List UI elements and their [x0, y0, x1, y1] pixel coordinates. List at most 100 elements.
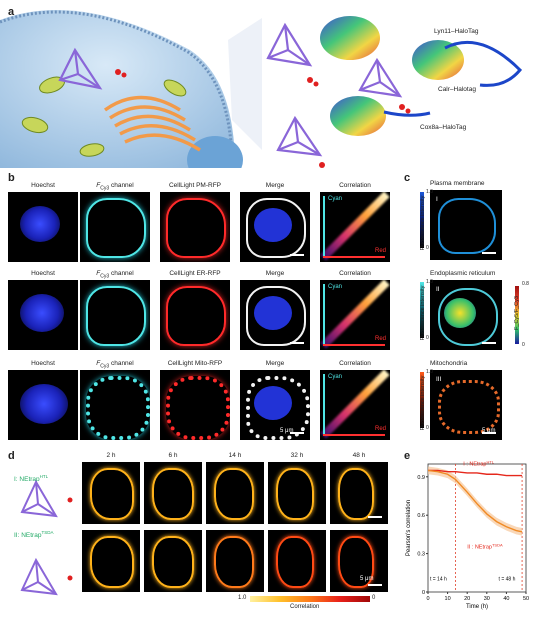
- d-time-image: [144, 462, 202, 524]
- caption-hoechst: Hoechst: [31, 182, 55, 189]
- dye-dot: [67, 497, 73, 503]
- hoechst-image: [8, 280, 78, 350]
- red-arrow: [323, 256, 385, 258]
- caption-celllight: CellLight ER-RFP: [169, 270, 221, 277]
- d-time-image: [330, 530, 388, 592]
- merge-image: [240, 192, 310, 262]
- d-cell-outline: [90, 536, 134, 588]
- c-colorbar-max: 1.0: [426, 369, 433, 375]
- annotation-t14: t = 14 h: [430, 576, 447, 582]
- d-label1: I: NEtrap: [14, 476, 40, 484]
- d-cell-outline: [214, 468, 254, 520]
- hoechst-image: [8, 192, 78, 262]
- caption-fcy3-channel: FCy3 channel: [80, 270, 150, 279]
- caption-celllight: CellLight Mito-RFP: [167, 360, 223, 367]
- red-membrane: [166, 198, 226, 258]
- scale-bar: [368, 516, 382, 518]
- x-tick-label: 40: [503, 596, 509, 602]
- correlation-image: Cyan Red: [320, 192, 390, 262]
- series-ii-label: II : NEtrapTSDA: [467, 542, 503, 550]
- tetrahedron-icon: [20, 479, 58, 518]
- merge-image: [240, 280, 310, 350]
- d-time-image: [144, 530, 202, 592]
- red-membrane: [166, 376, 230, 440]
- d-time-label: 48 h: [352, 452, 366, 459]
- c-ylabel: Fluorescence intensity: [420, 285, 426, 341]
- cell-schematic-illustration: [0, 10, 523, 168]
- celllight-image: [160, 280, 230, 350]
- merge-image: [240, 370, 310, 440]
- d-time-image: [82, 462, 140, 524]
- mito-outline: [438, 380, 500, 434]
- correlation-image: Cyan Red: [320, 370, 390, 440]
- c-ylabel: Fluorescence intensity: [420, 375, 426, 431]
- x-tick-label: 20: [464, 596, 470, 602]
- d-time-label: 2 h: [106, 452, 116, 459]
- c-title: Mitochondria: [430, 360, 468, 367]
- y-axis-label: Pearson's correlation: [406, 500, 412, 556]
- fcy3-f: F: [96, 360, 101, 367]
- c-colorbar-min: 0: [426, 425, 429, 431]
- scale-bar: [290, 254, 304, 256]
- x-tick-label: 50: [523, 596, 529, 602]
- series-i-sup: HTL: [487, 459, 495, 464]
- panel-label-b: b: [8, 172, 15, 184]
- d-corr-colorbar: [250, 596, 370, 602]
- c-title: Plasma membrane: [430, 180, 485, 187]
- caption-correlation: Correlation: [339, 360, 371, 367]
- scale-label-b: 5 μm: [280, 428, 294, 434]
- nucleus-blob: [20, 206, 60, 242]
- panel-label-c: c: [404, 172, 411, 184]
- fcy3-channel-image: [80, 370, 150, 440]
- caption-merge: Merge: [265, 270, 285, 277]
- scale-bar: [482, 432, 496, 434]
- fcy3-channel-image: [80, 192, 150, 262]
- caption-fcy3-channel: FCy3 channel: [80, 182, 150, 191]
- d-label2: II: NEtrap: [14, 532, 42, 540]
- cyan-arrow: [323, 374, 325, 436]
- caption-hoechst: Hoechst: [31, 360, 55, 367]
- ratio-label: F_Cy5/F_Cy3: [513, 296, 520, 330]
- d-corr-right: 0: [372, 595, 376, 601]
- c-colorbar-min: 0: [426, 335, 429, 341]
- panel-label-a: a: [8, 6, 15, 18]
- d-time-image: [268, 530, 326, 592]
- x-axis-label: Time (h): [466, 604, 488, 610]
- d-cell-outline: [214, 536, 254, 588]
- caption-celllight: CellLight PM-RFP: [168, 182, 221, 189]
- fcy3-suffix: channel: [109, 182, 134, 189]
- d-cell-outline: [276, 468, 314, 520]
- c-roman-label: II: [436, 286, 440, 293]
- d-cell-outline: [152, 468, 194, 520]
- cyan-membrane: [86, 376, 150, 440]
- series-line-1: [428, 469, 523, 477]
- y-tick-label: 0.9: [417, 475, 425, 481]
- ratio-min: 0: [522, 342, 525, 348]
- c-title: Endoplasmic reticulum: [430, 270, 496, 277]
- correlation-image: Cyan Red: [320, 280, 390, 350]
- x-tick-label: 0: [426, 596, 429, 602]
- red-axis-label: Red: [374, 426, 386, 432]
- cyan-membrane: [86, 286, 146, 346]
- c-colorbar-max: 1.0: [426, 189, 433, 195]
- panel-label-e: e: [404, 450, 411, 462]
- c-colorbar-max: 1.0: [426, 279, 433, 285]
- d-label1-sup: HTL: [39, 474, 49, 479]
- merge-membrane: [246, 376, 310, 440]
- c-roman-label: III: [436, 376, 442, 383]
- scale-bar: [290, 342, 304, 344]
- c-ylabel: Fluorescence intensity: [420, 195, 426, 251]
- series-i-label: I : NEtrapHTL: [463, 459, 495, 467]
- cyan-arrow: [323, 284, 325, 346]
- d-time-image: [206, 530, 264, 592]
- fcy3-sub: Cy3: [100, 363, 110, 370]
- d-time-image: [82, 530, 140, 592]
- caption-merge: Merge: [265, 360, 285, 367]
- er-outline: [438, 288, 498, 346]
- nucleus-blob: [20, 294, 64, 332]
- panel-label-d: d: [8, 450, 15, 462]
- d-cell-outline: [152, 536, 194, 588]
- caption-merge: Merge: [265, 182, 285, 189]
- cox8a-halotag-label: Cox8a–HaloTag: [420, 124, 467, 131]
- red-arrow: [323, 344, 385, 346]
